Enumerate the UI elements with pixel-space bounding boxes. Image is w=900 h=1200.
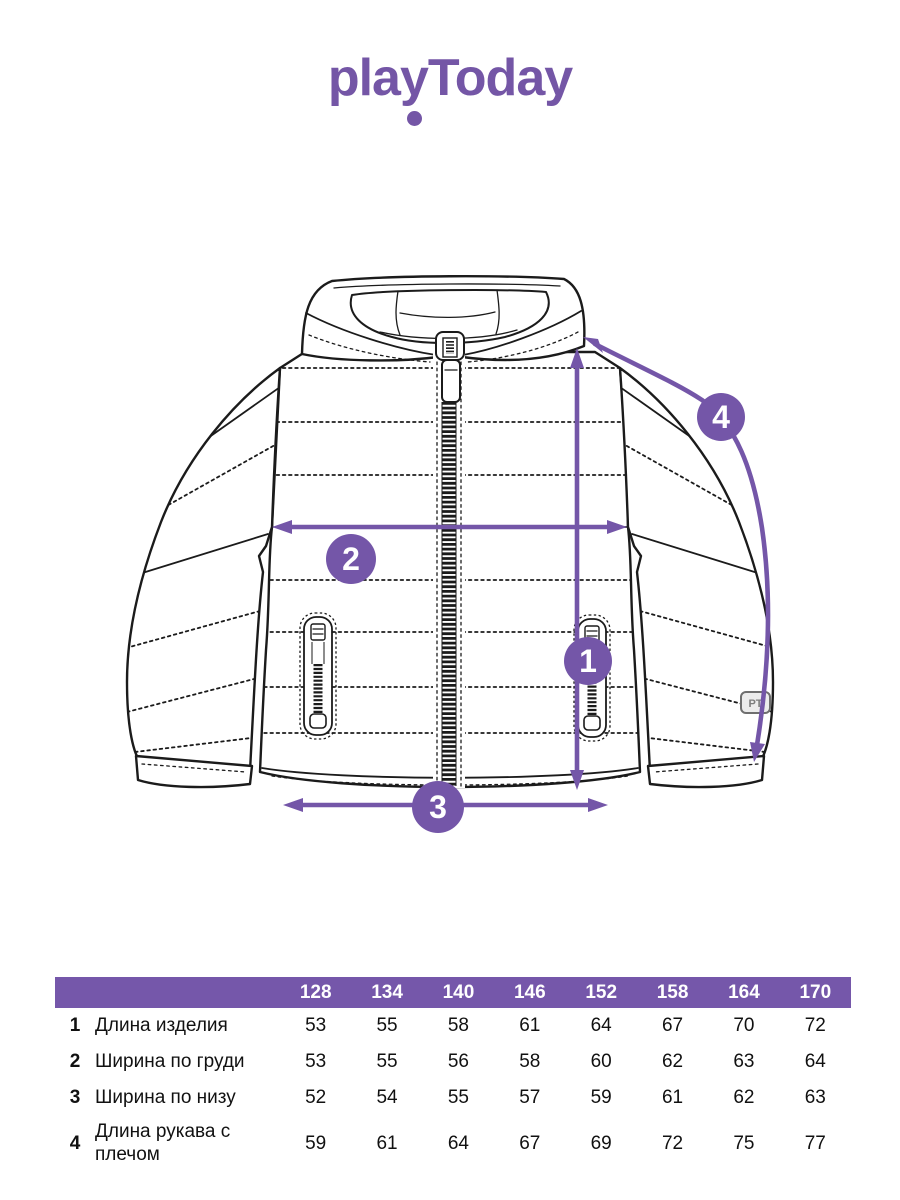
cell-value: 53	[305, 1051, 327, 1072]
pocket-left	[299, 612, 337, 740]
row-number: 2	[69, 1051, 81, 1072]
cell-value: 56	[447, 1051, 469, 1072]
cell-value: 59	[590, 1087, 612, 1108]
jacket-sleeve-left	[125, 366, 282, 789]
cell-value: 59	[305, 1133, 327, 1154]
cell-value: 60	[590, 1051, 612, 1072]
cell-value: 58	[519, 1051, 541, 1072]
cell-value: 67	[519, 1133, 541, 1154]
cell-value: 63	[733, 1051, 755, 1072]
table-row-chest-width: 2 Ширина по груди 53 55 56 58 60 62 63 6…	[55, 1044, 851, 1080]
cell-value: 53	[305, 1015, 327, 1036]
cell-value: 61	[519, 1015, 541, 1036]
jacket-hood-collar	[300, 275, 586, 363]
row-number: 3	[69, 1087, 81, 1108]
cell-value: 55	[376, 1015, 398, 1036]
jacket-measurement-diagram: PT 1 2 3 4	[125, 275, 775, 833]
cell-value: 64	[447, 1133, 469, 1154]
size-column-header: 170	[799, 981, 832, 1003]
logo-letter-y-with-dot: y	[399, 49, 429, 126]
cell-value: 77	[804, 1133, 826, 1154]
cell-value: 52	[305, 1087, 327, 1108]
marker-2-label: 2	[342, 541, 360, 577]
sleeve-tag-label: PT	[748, 698, 762, 710]
logo-part-pre: pla	[327, 49, 401, 107]
cell-value: 61	[661, 1087, 684, 1108]
marker-1-label: 1	[579, 643, 597, 679]
cell-value: 70	[733, 1015, 755, 1036]
cell-value: 64	[804, 1051, 826, 1072]
cell-value: 75	[733, 1133, 755, 1154]
zipper-pull-tab	[441, 359, 461, 403]
row-number: 1	[69, 1015, 81, 1036]
size-column-header: 140	[442, 981, 475, 1003]
marker-4-label: 4	[712, 399, 730, 435]
cell-value: 64	[590, 1015, 612, 1036]
cell-value: 58	[447, 1015, 469, 1036]
size-column-header: 164	[728, 981, 760, 1003]
marker-circle-4: 4	[697, 393, 745, 441]
size-column-header: 158	[656, 981, 689, 1003]
size-table-header-row: 128 134 140 146 152 158 164 170	[55, 977, 851, 1008]
row-label: Ширина по низу	[95, 1086, 236, 1108]
jacket-zipper	[433, 331, 465, 788]
marker-circle-2: 2	[326, 534, 376, 584]
row-number: 4	[69, 1133, 81, 1154]
row-label: Длина рукава с плечом	[95, 1121, 231, 1165]
table-row-sleeve-length: 4 Длина рукава с плечом 59 61 64 67 69 7…	[55, 1116, 851, 1172]
cell-value: 54	[376, 1087, 398, 1108]
measure-arrow-1-length	[570, 348, 584, 790]
cell-value: 69	[590, 1133, 612, 1154]
measure-arrow-2-chest	[272, 520, 627, 534]
cell-value: 72	[804, 1015, 826, 1036]
measure-arrow-4-sleeve	[583, 337, 771, 762]
cell-value: 63	[804, 1087, 826, 1108]
cuff-left	[134, 754, 254, 789]
jacket-sleeve-right	[618, 366, 775, 789]
cell-value: 55	[376, 1051, 398, 1072]
table-row-bottom-width: 3 Ширина по низу 52 54 55 57 59 61 62 63	[55, 1080, 851, 1116]
marker-circle-3: 3	[412, 781, 464, 833]
size-table: 128 134 140 146 152 158 164 170 1 Длина …	[55, 977, 851, 1172]
size-column-header: 134	[371, 981, 403, 1003]
size-column-header: 146	[513, 981, 546, 1003]
logo-part-post: Today	[427, 49, 573, 107]
marker-circle-1: 1	[564, 637, 612, 685]
cell-value: 72	[661, 1133, 684, 1154]
cell-value: 57	[519, 1087, 541, 1108]
row-label: Ширина по груди	[95, 1050, 245, 1072]
cell-value: 67	[661, 1015, 684, 1036]
size-column-header: 128	[299, 981, 332, 1003]
cell-value: 62	[733, 1087, 755, 1108]
size-column-header: 152	[585, 981, 618, 1003]
marker-3-label: 3	[429, 789, 447, 825]
cell-value: 62	[661, 1051, 684, 1072]
brand-logo: playToday	[0, 49, 900, 126]
cell-value: 55	[447, 1087, 469, 1108]
cell-value: 61	[376, 1133, 398, 1154]
cuff-right	[646, 754, 766, 789]
hem-stitch-line	[271, 775, 629, 786]
row-label: Длина изделия	[95, 1014, 228, 1036]
table-row-length: 1 Длина изделия 53 55 58 61 64 67 70 72	[55, 1008, 851, 1044]
